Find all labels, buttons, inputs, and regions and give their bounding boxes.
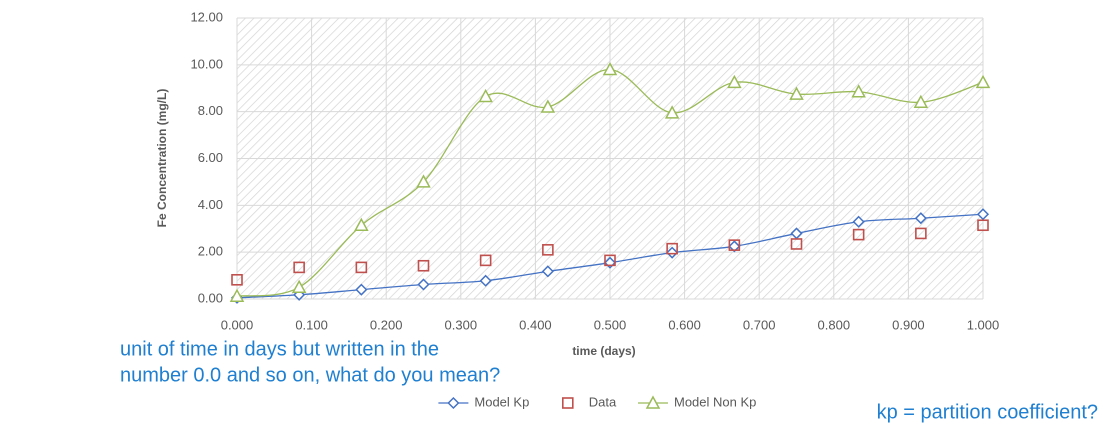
data-point <box>355 261 368 274</box>
data-point <box>913 94 929 109</box>
legend-label: Model Non Kp <box>674 394 756 409</box>
legend-label: Data <box>589 394 617 409</box>
data-point <box>664 105 680 119</box>
data-point <box>728 240 741 253</box>
x-tick-label: 0.200 <box>370 317 403 332</box>
data-point <box>727 74 742 89</box>
annotation: number 0.0 and so on, what do you mean? <box>120 364 500 386</box>
x-tick-label: 0.700 <box>743 317 776 332</box>
y-axis-label: Fe Concentration (mg/L) <box>155 89 169 228</box>
x-tick-label: 0.100 <box>295 317 328 332</box>
y-tick-label: 2.00 <box>198 244 223 259</box>
data-point <box>789 86 804 100</box>
x-tick-label: 1.000 <box>967 317 1000 332</box>
y-tick-label: 6.00 <box>198 150 223 165</box>
data-point <box>541 265 554 278</box>
x-tick-label: 0.500 <box>594 317 627 332</box>
data-point <box>354 217 369 231</box>
y-tick-label: 4.00 <box>198 197 223 212</box>
data-point <box>417 278 430 291</box>
data-point <box>914 212 927 225</box>
data-point <box>602 61 618 76</box>
annotation: unit of time in days but written in the <box>120 338 439 360</box>
data-point <box>540 99 556 113</box>
data-point <box>416 174 431 188</box>
data-point <box>229 288 245 302</box>
y-tick-label: 0.00 <box>198 290 223 305</box>
data-point <box>293 261 305 274</box>
x-tick-label: 0.900 <box>892 317 925 332</box>
x-tick-label: 0.600 <box>668 317 701 332</box>
data-point <box>852 215 865 228</box>
data-point <box>355 283 368 296</box>
data-point <box>231 273 243 286</box>
data-point <box>975 74 991 89</box>
y-tick-label: 8.00 <box>198 103 223 118</box>
legend-marker <box>561 397 574 409</box>
data-point <box>604 254 616 267</box>
x-tick-label: 0.800 <box>818 317 851 332</box>
data-point <box>851 84 866 98</box>
data-point <box>666 242 678 255</box>
y-tick-label: 12.00 <box>190 9 223 24</box>
data-point <box>666 246 679 259</box>
data-point <box>790 238 803 250</box>
data-point <box>291 279 307 294</box>
legend-marker <box>447 396 460 410</box>
data-point <box>479 274 492 287</box>
data-point <box>542 244 554 256</box>
data-point <box>977 219 989 232</box>
legend-marker <box>645 395 661 409</box>
data-point <box>478 88 493 103</box>
legend-label: Model Kp <box>474 394 529 409</box>
annotation: kp = partition coefficient? <box>877 401 1098 423</box>
data-point <box>728 239 741 251</box>
y-tick-label: 10.00 <box>190 56 223 71</box>
x-tick-label: 0.300 <box>445 317 478 332</box>
data-point <box>976 208 990 221</box>
data-point <box>852 228 865 241</box>
x-axis-label: time (days) <box>572 344 635 358</box>
x-tick-label: 0.400 <box>519 317 552 332</box>
data-point <box>417 259 430 272</box>
data-point <box>479 254 492 267</box>
x-tick-label: 0.000 <box>221 317 254 332</box>
data-point <box>915 227 927 240</box>
